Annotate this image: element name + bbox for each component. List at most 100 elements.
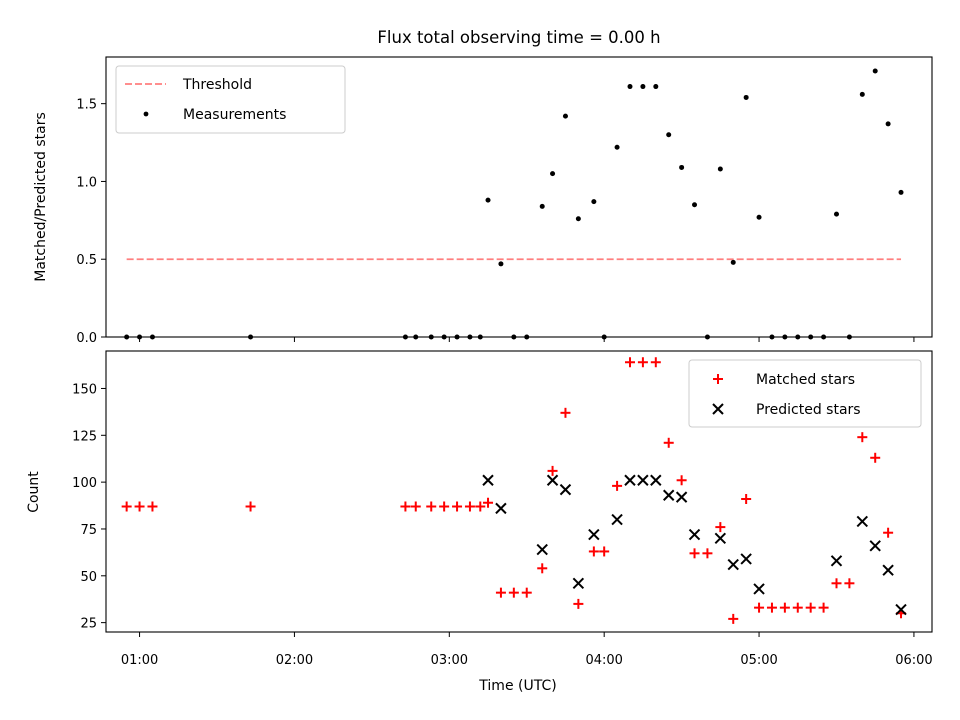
predicted-star-stroke <box>740 553 752 565</box>
matched-star-point <box>439 501 450 512</box>
measurement-point <box>640 84 646 90</box>
matched-star-point <box>537 563 548 574</box>
matched-star-point <box>410 501 421 512</box>
predicted-star-point <box>650 474 662 486</box>
matched-star-point <box>400 501 411 512</box>
matched-star-point <box>702 548 713 559</box>
bottom-x-tick-label: 02:00 <box>276 653 313 668</box>
measurement-point <box>614 144 620 150</box>
predicted-star-point <box>688 528 701 541</box>
measurement-point <box>859 91 865 97</box>
measurement-point <box>591 199 597 205</box>
matched-star-point <box>754 602 765 613</box>
bottom-axes-frame <box>105 350 933 633</box>
predicted-star-point <box>559 483 572 496</box>
predicted-star-stroke <box>663 489 675 501</box>
matched-star-point <box>883 527 894 538</box>
matched-star-point <box>818 602 829 613</box>
measurement-point <box>872 68 878 74</box>
matched-star-point <box>483 497 494 508</box>
measurement-point <box>550 171 556 177</box>
matched-star-point <box>588 546 599 557</box>
predicted-star-point <box>546 474 559 486</box>
matched-star-point <box>147 501 158 512</box>
bottom-legend-box <box>688 359 922 428</box>
bottom-y-tick-label: 50 <box>80 570 97 585</box>
predicted-star-stroke <box>714 532 727 545</box>
measurement-point <box>756 214 762 220</box>
bottom-legend: Matched stars Predicted stars <box>688 359 922 428</box>
matched-star-point <box>464 501 475 512</box>
top-legend-box <box>115 65 346 134</box>
legend-threshold-label: Threshold <box>182 77 252 93</box>
top-y-tick-label: 0.5 <box>76 253 97 268</box>
matched-star-point <box>844 578 855 589</box>
measurement-point <box>833 211 839 217</box>
matched-star-point <box>547 465 558 476</box>
predicted-star-point <box>536 543 548 556</box>
predicted-star-point <box>882 564 894 576</box>
matched-star-point <box>741 493 752 504</box>
bottom-y-tick-label: 125 <box>72 429 97 444</box>
matched-star-point <box>245 501 256 512</box>
x-axis-label: Time (UTC) <box>478 678 556 694</box>
measurement-point <box>743 94 749 100</box>
matched-star-point <box>121 501 132 512</box>
predicted-star-stroke <box>624 474 636 486</box>
matched-star-point <box>792 602 803 613</box>
matched-star-point <box>573 598 584 609</box>
matched-star-point <box>857 432 868 443</box>
predicted-star-point <box>624 474 636 486</box>
predicted-star-stroke <box>727 558 739 571</box>
predicted-star-stroke <box>588 528 600 541</box>
measurement-point <box>575 216 581 222</box>
predicted-star-stroke <box>753 583 765 595</box>
matched-star-point <box>650 357 661 368</box>
predicted-star-stroke <box>650 474 662 486</box>
predicted-star-point <box>572 577 585 590</box>
matched-star-point <box>637 357 648 368</box>
matched-star-point <box>663 437 674 448</box>
matched-star-point <box>134 501 145 512</box>
top-y-ticks: 0.0 0.5 1.0 1.5 <box>76 98 106 346</box>
matched-star-point <box>689 548 700 559</box>
top-y-axis-label: Matched/Predicted stars <box>33 112 49 282</box>
matched-star-point <box>870 452 881 463</box>
predicted-star-stroke <box>637 474 649 486</box>
bottom-y-axis-label: Count <box>26 471 42 513</box>
bottom-y-tick-label: 25 <box>80 617 97 632</box>
bottom-y-tick-label: 75 <box>80 523 97 538</box>
predicted-star-stroke <box>830 555 843 567</box>
predicted-star-stroke <box>482 474 494 486</box>
predicted-star-point <box>482 474 494 486</box>
predicted-star-point <box>869 540 881 552</box>
legend-matched-label: Matched stars <box>756 372 855 388</box>
measurement-point <box>730 259 736 265</box>
measurement-point <box>679 164 685 170</box>
top-y-tick-label: 1.0 <box>76 175 97 190</box>
matched-star-point <box>715 522 726 533</box>
predicted-star-point <box>588 528 600 541</box>
matched-star-point <box>426 501 437 512</box>
matched-star-point <box>452 501 463 512</box>
matched-star-point <box>624 357 635 368</box>
matched-star-point <box>766 602 777 613</box>
top-panel: 0.0 0.5 1.0 1.5 Matched/Predicted stars Thr… <box>33 56 933 346</box>
bottom-x-tick-label: 04:00 <box>585 653 622 668</box>
measurement-point <box>562 113 568 119</box>
measurement-point <box>885 121 891 127</box>
predicted-star-point <box>895 603 907 616</box>
legend-measurements-marker <box>143 111 149 117</box>
predicted-star-point <box>495 502 507 515</box>
predicted-star-point <box>611 513 623 526</box>
top-axes-frame <box>105 56 933 338</box>
bottom-plot-area <box>121 357 907 624</box>
bottom-x-tick-label: 06:00 <box>895 653 932 668</box>
predicted-star-stroke <box>882 564 894 576</box>
top-x-ticks <box>139 337 915 342</box>
matched-star-point <box>779 602 790 613</box>
predicted-star-point <box>727 558 739 571</box>
measurement-point <box>898 189 904 195</box>
predicted-star-point <box>663 489 675 501</box>
